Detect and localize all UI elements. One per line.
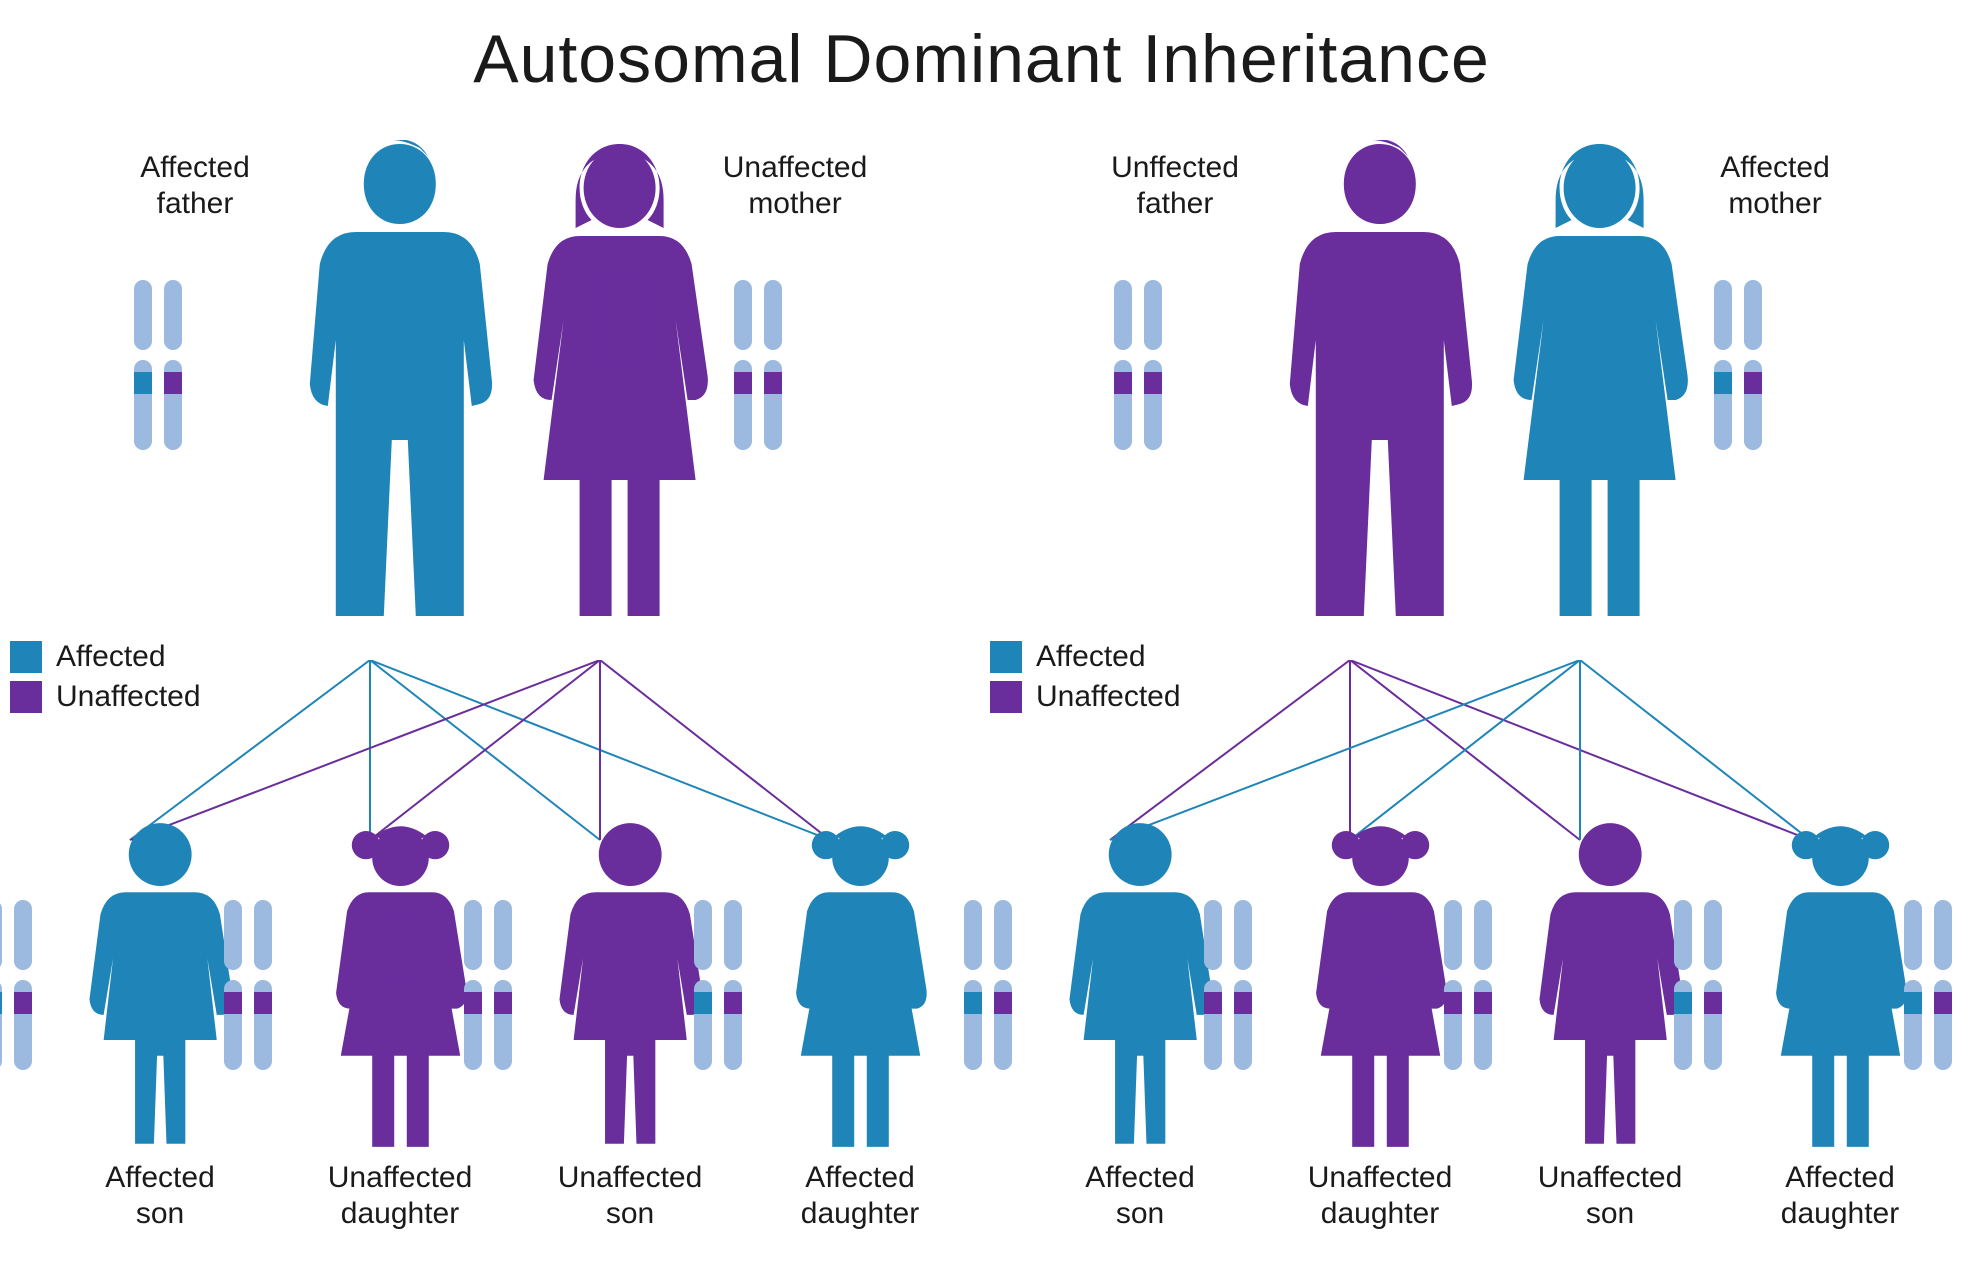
page-title: Autosomal Dominant Inheritance (0, 20, 1963, 98)
parents-row-b: Unffected father Affected mother (990, 140, 1950, 680)
child-chrom-b-3 (1670, 900, 1730, 1070)
parents-row-a: Affected father Unaffected mother (10, 140, 970, 680)
child-chrom-b-3r (1900, 900, 1960, 1070)
child-chrom-b-0 (960, 900, 1020, 1070)
children-row-b: Affected son Unaffected daughter Unaffec… (990, 820, 1950, 1260)
mother-chrom-b (1710, 280, 1770, 450)
child-chrom-b-1 (1200, 900, 1260, 1070)
father-label-a: Affected father (110, 150, 280, 222)
mother-figure-a (510, 140, 730, 620)
mother-label-a: Unaffected mother (710, 150, 880, 222)
father-label-b: Unffected father (1090, 150, 1260, 222)
panel-b: Unffected father Affected mother (990, 140, 1950, 1260)
child-chrom-a-3 (690, 900, 750, 1070)
page: Autosomal Dominant Inheritance Affected … (0, 0, 1963, 1272)
child-a-3: Affected daughter (750, 820, 970, 1232)
mother-chrom-a (730, 280, 790, 450)
father-figure-a (290, 140, 510, 620)
child-chrom-b-2 (1440, 900, 1500, 1070)
father-chrom-b (1110, 280, 1170, 450)
child-chrom-a-1 (220, 900, 280, 1070)
father-figure-b (1270, 140, 1490, 620)
father-chrom-a (130, 280, 190, 450)
mother-label-b: Affected mother (1690, 150, 1860, 222)
children-row-a: Affected son Unaffected daughter Unaffec… (10, 820, 970, 1260)
child-chrom-a-0 (0, 900, 40, 1070)
mother-figure-b (1490, 140, 1710, 620)
panel-a: Affected father Unaffected mother (10, 140, 970, 1260)
child-chrom-a-2 (460, 900, 520, 1070)
